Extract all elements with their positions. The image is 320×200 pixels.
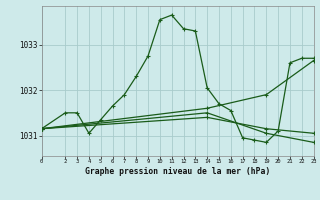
X-axis label: Graphe pression niveau de la mer (hPa): Graphe pression niveau de la mer (hPa) [85, 167, 270, 176]
